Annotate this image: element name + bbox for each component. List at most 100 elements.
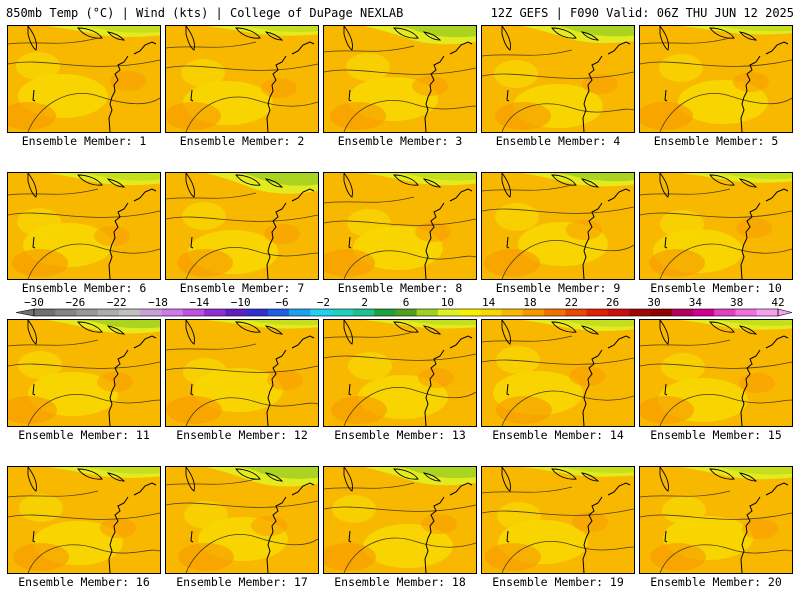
isotherm-contour — [659, 544, 792, 573]
warm-patch — [94, 226, 130, 246]
isotherm-contour — [8, 512, 160, 520]
isotherm-contour — [8, 37, 99, 45]
isotherm-contour — [640, 361, 792, 369]
colorbar-swatch — [182, 309, 205, 316]
coastline — [32, 89, 36, 102]
warm-patch — [415, 222, 451, 242]
isotherm-contour — [482, 206, 634, 214]
ensemble-member-label: Ensemble Member: 16 — [18, 575, 150, 589]
coastline — [449, 188, 473, 202]
isotherm-contour — [166, 214, 318, 222]
cool-patch — [182, 202, 226, 230]
cold-band — [48, 467, 160, 478]
colorbar-tick-label: −2 — [317, 296, 330, 309]
warm-patch — [739, 373, 775, 393]
coastline — [133, 188, 157, 202]
great-lakes-outline — [659, 173, 758, 198]
isotherm-contour — [27, 544, 160, 573]
colorbar-swatch — [55, 309, 77, 316]
coastline — [506, 236, 510, 249]
ensemble-member-label: Ensemble Member: 18 — [334, 575, 466, 589]
isotherm-contour — [8, 339, 99, 347]
ensemble-member-map — [7, 319, 161, 427]
great-lakes-outline — [501, 467, 600, 492]
colorbar-swatch — [735, 309, 758, 316]
coastline — [291, 41, 315, 55]
ensemble-member-label: Ensemble Member: 7 — [179, 281, 305, 295]
ensemble-member-map — [323, 319, 477, 427]
isotherm-contour — [166, 365, 318, 373]
cool-patch — [17, 208, 61, 236]
coastline — [348, 530, 352, 543]
cold-band — [552, 467, 634, 473]
warm-patch — [640, 396, 694, 424]
isotherm-contour — [482, 508, 634, 516]
coastline — [133, 482, 157, 496]
coastline — [607, 335, 631, 349]
cool-patch — [181, 59, 225, 87]
colorbar-swatch — [76, 309, 99, 316]
ensemble-member-label: Ensemble Member: 12 — [176, 428, 308, 442]
cold-band — [522, 467, 634, 477]
coastline — [506, 89, 510, 102]
coastline — [190, 89, 194, 102]
ensemble-member-label: Ensemble Member: 10 — [650, 281, 782, 295]
coastline — [582, 496, 603, 573]
colorbar-swatch — [714, 309, 736, 316]
warm-patch — [267, 370, 303, 390]
great-lakes-outline — [343, 173, 442, 198]
cold-band — [680, 320, 792, 330]
colorbar-tick-label: 6 — [403, 296, 410, 309]
isotherm-contour — [185, 534, 318, 573]
coastline — [506, 530, 510, 543]
coastline — [740, 202, 761, 279]
colorbar-swatch — [267, 309, 290, 316]
ensemble-member-label: Ensemble Member: 5 — [653, 134, 779, 148]
isotherm-contour — [640, 188, 731, 196]
warm-patch — [8, 396, 57, 424]
isotherm-contour — [185, 96, 318, 132]
great-lakes-outline — [343, 26, 442, 51]
cold-band — [78, 173, 160, 181]
warm-patch — [566, 220, 602, 240]
warm-patch — [650, 543, 706, 571]
warm-patch — [569, 366, 605, 386]
ensemble-member-map — [165, 172, 319, 280]
colorbar-arrow-low — [15, 308, 35, 317]
cool-patch — [494, 60, 538, 88]
warm-patch — [13, 543, 69, 571]
isotherm-contour — [166, 63, 318, 71]
colorbar-swatch — [692, 309, 715, 316]
colorbar-tick-label: 10 — [441, 296, 454, 309]
colorbar-swatch — [310, 309, 332, 316]
coastline — [266, 496, 287, 573]
cool-patch — [183, 358, 227, 386]
isotherm-contour — [343, 537, 476, 573]
cool-patch — [659, 54, 703, 82]
isotherm-contour — [659, 394, 792, 426]
colorbar-tick-label: 26 — [606, 296, 619, 309]
colorbar-tick-label: −22 — [107, 296, 127, 309]
colorbar-swatch — [395, 309, 417, 316]
colorbar-tick-label: 42 — [771, 296, 784, 309]
isotherm-contour — [185, 247, 318, 279]
coastline — [582, 55, 603, 132]
cold-band — [48, 173, 160, 186]
colorbar-swatch — [119, 309, 141, 316]
coastline — [348, 89, 352, 102]
colorbar-swatch — [352, 309, 375, 316]
cool-patch — [662, 496, 706, 524]
ensemble-member-map — [481, 466, 635, 574]
cold-band — [394, 320, 476, 326]
colorbar-swatch — [289, 309, 311, 316]
isotherm-contour — [166, 41, 257, 49]
colorbar-swatch — [140, 309, 162, 316]
cool-patch — [18, 351, 62, 379]
colorbar-swatch — [544, 309, 566, 316]
isotherm-contour — [8, 490, 99, 498]
coastline — [348, 383, 352, 396]
coastline — [664, 383, 668, 396]
isotherm-contour — [324, 353, 476, 361]
coastline — [291, 482, 315, 496]
temperature-colorbar: −30 −26 −22 −18 −14 −10 −6 −2 2 6 10 14 18 22 26 30 34 38… — [15, 296, 792, 317]
